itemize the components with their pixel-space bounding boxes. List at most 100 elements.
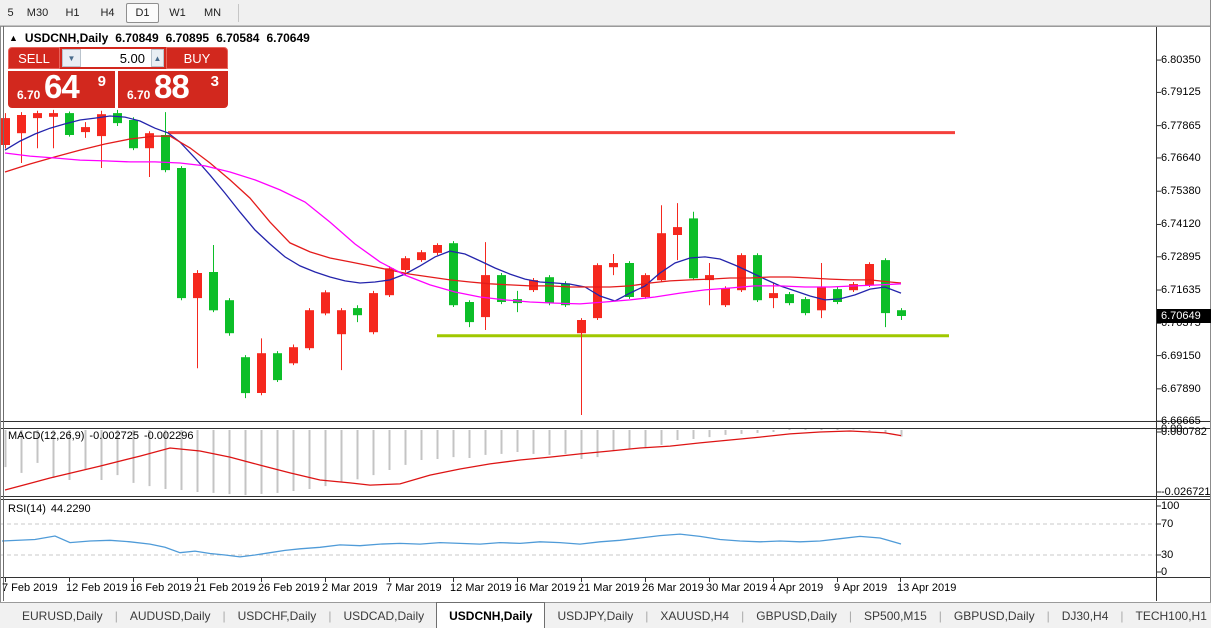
candle-body <box>593 265 602 319</box>
volume-decrease-button[interactable]: ▼ <box>62 49 81 67</box>
tab-tech100-h1[interactable]: TECH100,H1 <box>1135 608 1207 623</box>
date-axis-label: 30 Mar 2019 <box>706 582 768 594</box>
period-button-h1[interactable]: H1 <box>65 6 80 19</box>
candle-body <box>769 293 778 299</box>
candle-body <box>497 275 506 302</box>
tab-sp500-m15[interactable]: SP500,M15 <box>864 608 927 623</box>
candle-body <box>257 353 266 393</box>
tab-usdcnh-daily[interactable]: USDCNH,Daily <box>436 602 546 628</box>
buy-price-display[interactable]: 6.70 88 3 <box>118 68 228 108</box>
tab-dj30-h4[interactable]: DJ30,H4 <box>1061 608 1109 623</box>
candle-body <box>225 300 234 334</box>
price-axis-label: 6.67890 <box>1161 382 1201 395</box>
buy-price-main: 88 <box>154 68 190 105</box>
volume-spinner: ▼ ▲ <box>60 47 166 69</box>
candle-body <box>545 277 554 304</box>
price-axis-label: 6.75380 <box>1161 185 1201 198</box>
tab-eurusd-daily[interactable]: EURUSD,Daily <box>22 608 103 623</box>
toolbar-separator <box>238 3 239 22</box>
rsi-line <box>1 533 902 558</box>
date-axis-label: 7 Feb 2019 <box>2 582 58 594</box>
ma-fast-blue <box>4 115 902 302</box>
ohlc-close: 6.70649 <box>266 31 310 45</box>
tab-usdchf-daily[interactable]: USDCHF,Daily <box>237 608 317 623</box>
period-button-h4[interactable]: H4 <box>100 6 115 19</box>
date-axis-label: 16 Feb 2019 <box>130 582 192 594</box>
candle-body <box>625 263 634 297</box>
sell-price-display[interactable]: 6.70 64 9 <box>8 68 115 108</box>
tab-separator: | <box>1120 608 1124 623</box>
tab-separator: | <box>1046 608 1050 623</box>
price-axis-label: 6.76640 <box>1161 151 1201 164</box>
price-axis-label: 6.79125 <box>1161 86 1201 99</box>
tab-separator: | <box>741 608 745 623</box>
tab-usdjpy-daily[interactable]: USDJPY,Daily <box>557 608 634 623</box>
candle-body <box>449 243 458 306</box>
date-axis-label: 26 Feb 2019 <box>258 582 320 594</box>
tab-separator: | <box>222 608 226 623</box>
tab-audusd-daily[interactable]: AUDUSD,Daily <box>129 608 211 623</box>
macd-axis-label: 0.000782 <box>1161 426 1207 438</box>
period-button-5[interactable]: 5 <box>7 6 14 19</box>
candle-body <box>481 275 490 318</box>
date-axis-label: 7 Mar 2019 <box>386 582 442 594</box>
candle-body <box>177 168 186 299</box>
price-axis-label: 6.66665 <box>1161 415 1201 428</box>
chart-symbol-label: USDCNH,Daily <box>24 31 109 45</box>
rsi-indicator-label: RSI(14) 44.2290 <box>8 503 91 515</box>
candle-body <box>129 120 138 149</box>
sell-price-prefix: 6.70 <box>17 88 41 102</box>
candle-body <box>705 275 714 281</box>
price-axis-label: 6.74120 <box>1161 218 1201 231</box>
price-axis-label: 6.71635 <box>1161 284 1201 297</box>
candle-body <box>833 289 842 302</box>
candle-body <box>353 308 362 316</box>
macd-axis-label: -0.026721 <box>1161 486 1211 498</box>
rsi-axis-label: 70 <box>1161 518 1174 530</box>
ma-mid-red <box>4 135 902 288</box>
buy-price-pip: 3 <box>210 73 219 90</box>
candle-body <box>161 135 170 171</box>
period-button-d1[interactable]: D1 <box>126 2 159 23</box>
candle-body <box>17 115 26 134</box>
tab-gbpusd-daily[interactable]: GBPUSD,Daily <box>953 608 1035 623</box>
period-button-m30[interactable]: M30 <box>26 6 49 19</box>
candle-body <box>737 255 746 291</box>
timeframe-toolbar: 5 M30 H1 H4 D1 W1 MN <box>0 0 1211 26</box>
buy-button[interactable]: BUY <box>166 47 228 69</box>
collapse-trade-panel-icon[interactable]: ▲ <box>9 33 18 43</box>
candle-body <box>97 114 106 137</box>
candle-body <box>33 113 42 119</box>
candle-body <box>273 353 282 381</box>
period-button-w1[interactable]: W1 <box>169 6 186 19</box>
candle-body <box>305 310 314 349</box>
date-axis-label: 12 Feb 2019 <box>66 582 128 594</box>
candle-body <box>145 133 154 149</box>
candle-body <box>865 264 874 286</box>
tab-separator: | <box>114 608 118 623</box>
tab-xauusd-h4[interactable]: XAUUSD,H4 <box>660 608 730 623</box>
tab-usdcad-daily[interactable]: USDCAD,Daily <box>343 608 425 623</box>
candle-body <box>385 268 394 296</box>
date-axis-label: 9 Apr 2019 <box>834 582 888 594</box>
period-button-mn[interactable]: MN <box>203 6 222 19</box>
date-axis-label: 16 Mar 2019 <box>514 582 576 594</box>
price-axis-label: 6.72895 <box>1161 250 1201 263</box>
candle-body <box>785 294 794 304</box>
ohlc-high: 6.70895 <box>165 31 210 45</box>
tab-separator: | <box>848 608 853 623</box>
one-click-trading-panel: SELL ▼ ▲ BUY 6.70 64 9 6.70 88 3 <box>8 47 228 108</box>
volume-input[interactable] <box>81 49 151 67</box>
candle-body <box>689 218 698 279</box>
chart-title: ▲ USDCNH,Daily 6.70849 6.70895 6.70584 6… <box>9 31 310 45</box>
tab-separator: | <box>938 608 942 623</box>
tab-gbpusd-daily[interactable]: GBPUSD,Daily <box>756 608 837 623</box>
candle-body <box>113 113 122 124</box>
candle-body <box>801 299 810 314</box>
volume-increase-button[interactable]: ▲ <box>151 49 164 67</box>
date-axis-label: 2 Mar 2019 <box>322 582 378 594</box>
candle-body <box>529 280 538 291</box>
price-axis-label: 6.69150 <box>1161 349 1201 362</box>
sell-button[interactable]: SELL <box>8 47 60 69</box>
